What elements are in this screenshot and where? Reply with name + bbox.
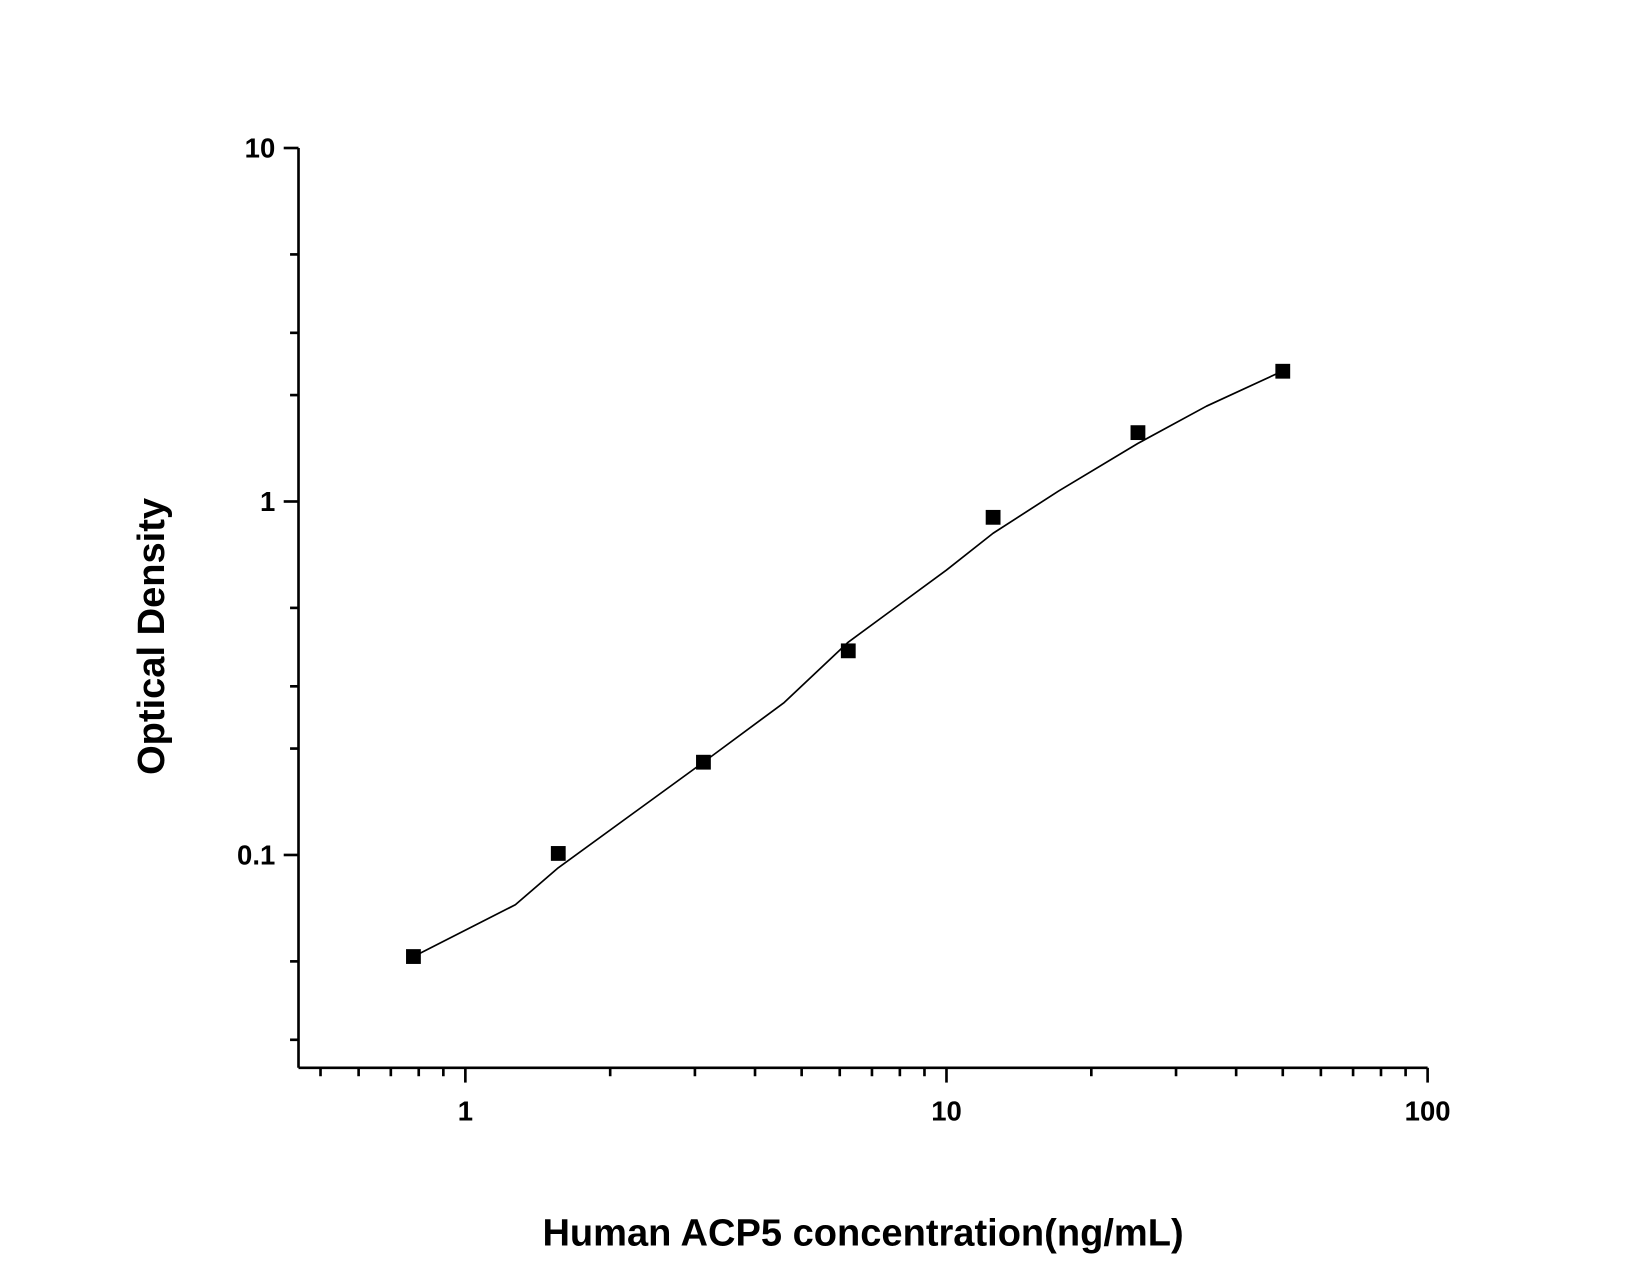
data-point <box>840 643 856 659</box>
y-tick-label: 1 <box>260 486 275 517</box>
data-point <box>1130 425 1146 441</box>
y-tick-label: 0.1 <box>237 839 275 870</box>
x-axis-title: Human ACP5 concentration(ng/mL) <box>542 1212 1183 1254</box>
data-point <box>550 846 566 861</box>
x-tick-label: 10 <box>931 1096 962 1127</box>
y-axis-title: Optical Density <box>131 498 173 775</box>
y-tick-label: 10 <box>245 133 276 164</box>
data-point <box>985 509 1001 525</box>
x-tick-label: 100 <box>1405 1096 1451 1127</box>
x-tick-label: 1 <box>458 1096 473 1127</box>
fit-curve <box>413 370 1284 958</box>
